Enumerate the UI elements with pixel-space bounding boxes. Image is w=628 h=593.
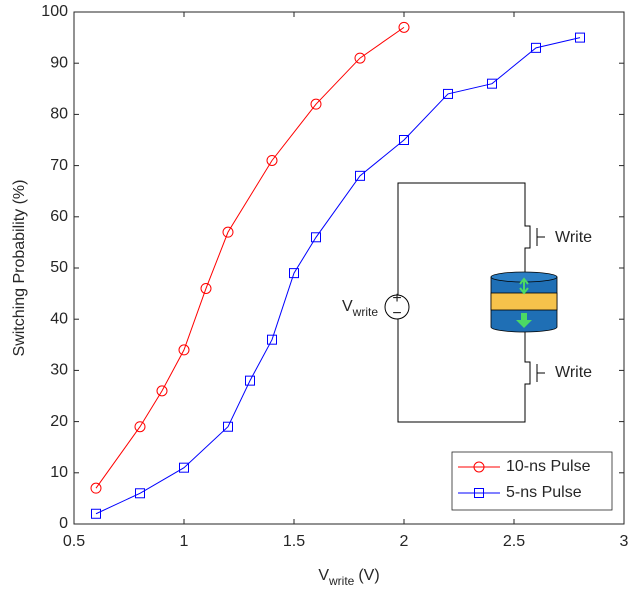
- marker: [245, 375, 255, 386]
- marker: [134, 421, 146, 433]
- gate: [536, 228, 545, 246]
- x-tick-label: 1: [180, 533, 189, 550]
- marker: [473, 461, 485, 473]
- wire: [397, 319, 531, 423]
- y-tick-label: 60: [50, 208, 68, 225]
- x-tick-label: 3: [620, 533, 628, 550]
- x-tick-label: 0.5: [63, 533, 85, 550]
- marker: [91, 508, 101, 519]
- y-tick-label: 0: [59, 515, 68, 532]
- marker: [90, 482, 102, 494]
- marker: [354, 52, 366, 64]
- x-axis-label: Vwrite (V): [318, 567, 379, 588]
- legend-label: 10-ns Pulse: [506, 458, 591, 475]
- y-tick-label: 40: [50, 310, 68, 327]
- voltage-source: [384, 294, 410, 320]
- inset-circuit: + − Vwrite Write Write: [342, 182, 592, 423]
- marker: [135, 488, 145, 499]
- marker: [311, 232, 321, 243]
- source-label-main: V: [342, 298, 353, 315]
- legend-label: 5-ns Pulse: [506, 484, 582, 501]
- marker: [289, 268, 299, 279]
- y-tick-label: 10: [50, 464, 68, 481]
- marker: [531, 42, 541, 53]
- mtj: [490, 271, 558, 333]
- minus-sign: −: [392, 305, 401, 322]
- x-tick-label: 2: [400, 533, 409, 550]
- source-label: Vwrite: [342, 298, 378, 319]
- y-axis-label: Switching Probability (%): [11, 180, 28, 357]
- y-tick-label: 20: [50, 413, 68, 430]
- marker: [487, 78, 497, 89]
- marker: [200, 282, 212, 294]
- marker: [443, 88, 453, 99]
- marker: [310, 98, 322, 110]
- source-label-sub: write: [352, 305, 379, 319]
- y-tick-label: 50: [50, 259, 68, 276]
- marker: [223, 421, 233, 432]
- y-tick-label: 30: [50, 362, 68, 379]
- marker: [575, 32, 585, 43]
- series-line: [95, 37, 581, 515]
- y-tick-label: 70: [50, 157, 68, 174]
- x-label-main: V: [318, 567, 329, 584]
- marker: [398, 21, 410, 33]
- x-tick-label: 1.5: [283, 533, 305, 550]
- x-label-unit: (V): [358, 567, 379, 584]
- y-tick-label: 100: [41, 3, 68, 20]
- gate-label: Write: [555, 229, 592, 246]
- marker: [156, 385, 168, 397]
- y-tick-label: 90: [50, 54, 68, 71]
- legend: 10-ns Pulse 5-ns Pulse: [451, 451, 613, 511]
- series-line: [95, 26, 405, 489]
- marker: [474, 488, 484, 498]
- plus-sign: +: [392, 290, 401, 307]
- gate-label: Write: [555, 364, 592, 381]
- gate: [536, 364, 545, 382]
- wire: [397, 182, 531, 295]
- x-tick-label: 2.5: [503, 533, 525, 550]
- marker: [267, 334, 277, 345]
- plot-frame: [73, 11, 625, 525]
- marker: [178, 344, 190, 356]
- y-tick-label: 80: [50, 106, 68, 123]
- marker: [399, 135, 409, 145]
- marker: [179, 462, 189, 473]
- marker: [266, 154, 278, 166]
- x-label-sub: write: [328, 574, 355, 588]
- marker: [355, 170, 365, 181]
- marker: [222, 226, 234, 238]
